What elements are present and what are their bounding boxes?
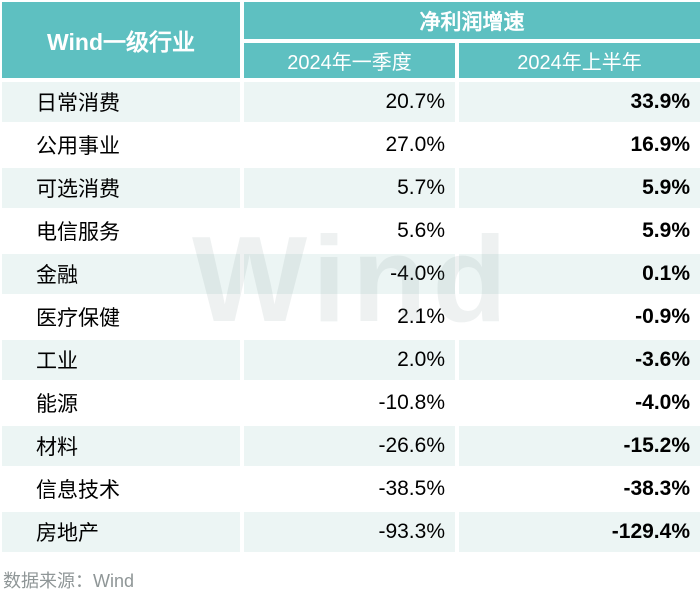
h1-value: -0.9% bbox=[459, 297, 700, 340]
table-header: Wind一级行业 净利润增速 2024年一季度 2024年上半年 bbox=[2, 2, 700, 78]
table-row: 材料 -26.6% -15.2% bbox=[2, 426, 700, 469]
table-row: 信息技术 -38.5% -38.3% bbox=[2, 469, 700, 512]
h1-value: -15.2% bbox=[459, 426, 700, 469]
industry-name: 房地产 bbox=[2, 512, 240, 555]
q1-value: 20.7% bbox=[244, 82, 455, 125]
table-row: 能源 -10.8% -4.0% bbox=[2, 383, 700, 426]
industry-name: 可选消费 bbox=[2, 168, 240, 211]
q1-value: 27.0% bbox=[244, 125, 455, 168]
h1-value: 33.9% bbox=[459, 82, 700, 125]
q1-value: -38.5% bbox=[244, 469, 455, 512]
q1-value: -26.6% bbox=[244, 426, 455, 469]
h1-value: -3.6% bbox=[459, 340, 700, 383]
h1-value: 5.9% bbox=[459, 168, 700, 211]
q1-value: 2.0% bbox=[244, 340, 455, 383]
q1-value: -10.8% bbox=[244, 383, 455, 426]
industry-name: 日常消费 bbox=[2, 82, 240, 125]
h1-value: -129.4% bbox=[459, 512, 700, 555]
table-body: 日常消费 20.7% 33.9% 公用事业 27.0% 16.9% 可选消费 5.7% 5.9%… bbox=[2, 82, 700, 555]
h1-value: 5.9% bbox=[459, 211, 700, 254]
h1-value: 0.1% bbox=[459, 254, 700, 297]
q1-value: -4.0% bbox=[244, 254, 455, 297]
h1-value: 16.9% bbox=[459, 125, 700, 168]
industry-name: 材料 bbox=[2, 426, 240, 469]
q1-value: 2.1% bbox=[244, 297, 455, 340]
industry-name: 医疗保健 bbox=[2, 297, 240, 340]
data-source-note: 数据来源：Wind bbox=[3, 571, 135, 591]
q1-value: 5.6% bbox=[244, 211, 455, 254]
industry-name: 能源 bbox=[2, 383, 240, 426]
table-row: 可选消费 5.7% 5.9% bbox=[2, 168, 700, 211]
table-row: 房地产 -93.3% -129.4% bbox=[2, 512, 700, 555]
table-row: 电信服务 5.6% 5.9% bbox=[2, 211, 700, 254]
industry-name: 金融 bbox=[2, 254, 240, 297]
industry-name: 信息技术 bbox=[2, 469, 240, 512]
table-row: 工业 2.0% -3.6% bbox=[2, 340, 700, 383]
q1-value: -93.3% bbox=[244, 512, 455, 555]
industry-name: 公用事业 bbox=[2, 125, 240, 168]
table-row: 金融 -4.0% 0.1% bbox=[2, 254, 700, 297]
industry-name: 工业 bbox=[2, 340, 240, 383]
subheader-2024-q1: 2024年一季度 bbox=[244, 43, 455, 78]
table-row: 医疗保健 2.1% -0.9% bbox=[2, 297, 700, 340]
subheader-2024-h1: 2024年上半年 bbox=[459, 43, 700, 78]
table-row: 公用事业 27.0% 16.9% bbox=[2, 125, 700, 168]
h1-value: -38.3% bbox=[459, 469, 700, 512]
group-header-net-profit-growth: 净利润增速 bbox=[244, 2, 700, 39]
q1-value: 5.7% bbox=[244, 168, 455, 211]
h1-value: -4.0% bbox=[459, 383, 700, 426]
industry-column-header: Wind一级行业 bbox=[2, 2, 240, 78]
industry-name: 电信服务 bbox=[2, 211, 240, 254]
table-row: 日常消费 20.7% 33.9% bbox=[2, 82, 700, 125]
